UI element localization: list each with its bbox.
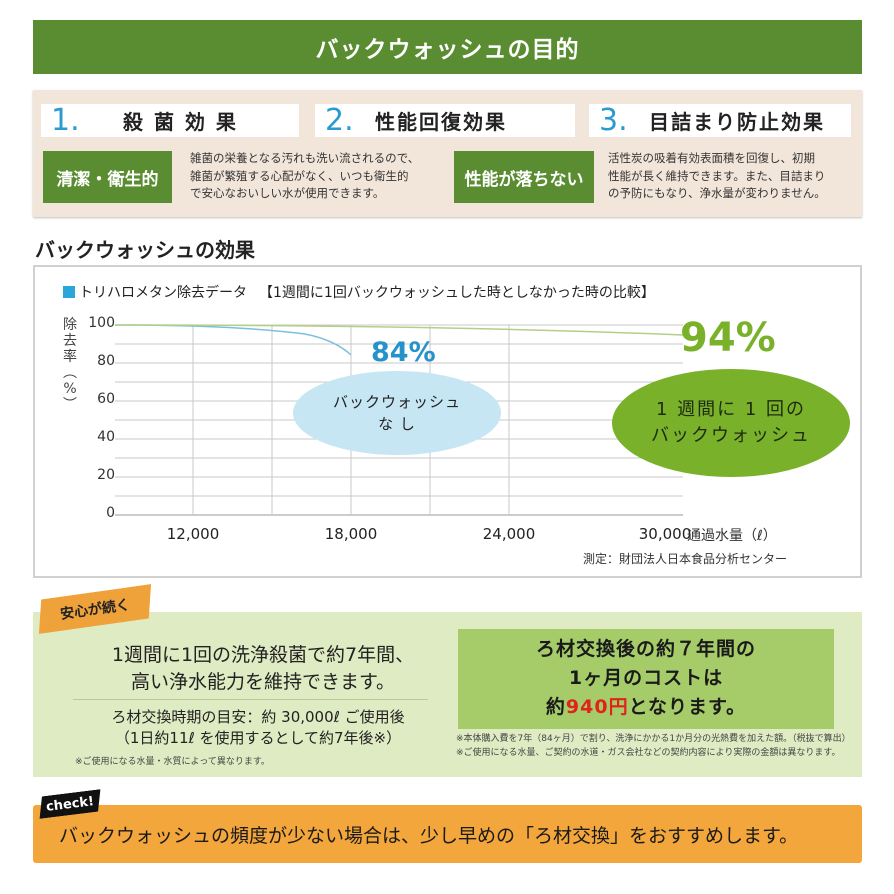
- effect-section-title: バックウォッシュの効果: [35, 238, 255, 262]
- purpose-panel: 1. 殺 菌 効 果 2. 性能回復効果 3. 目詰まり防止効果 清潔・衛生的 …: [33, 90, 862, 217]
- chart-frame: トリハロメタン除去データ 【1週間に1回バックウォッシュした時としなかった時の比…: [33, 265, 862, 578]
- cost-line: ろ材交換後の約７年間の: [535, 638, 756, 660]
- without-backwash-label: バックウォッシュ な し: [293, 371, 501, 455]
- banner-title: バックウォッシュの目的: [315, 37, 580, 63]
- desc-line: 活性炭の吸着有効表面積を回復し、初期: [608, 151, 815, 165]
- oval-line: バックウォッシュ: [651, 425, 811, 446]
- purpose-heading-2: 2. 性能回復効果: [315, 103, 575, 138]
- purpose-description-2: 活性炭の吸着有効表面積を回復し、初期 性能が長く維持できます。また、目詰まり の…: [608, 150, 826, 203]
- oval-line: な し: [378, 415, 416, 433]
- chart-plot: [114, 324, 684, 516]
- purpose-number: 1.: [51, 103, 80, 138]
- y-tick: 60: [97, 391, 115, 407]
- y-tick: 80: [97, 353, 115, 369]
- y-tick: 20: [97, 467, 115, 483]
- purpose-tag-hygiene: 清潔・衛生的: [43, 151, 172, 203]
- ylabel-char: 除: [63, 317, 77, 333]
- series-without-backwash: [114, 324, 352, 356]
- purpose-heading-1: 1. 殺 菌 効 果: [41, 103, 299, 138]
- desc-line: で安心なおいしい水が使用できます。: [190, 186, 385, 200]
- chart-subtitle: 【1週間に1回バックウォッシュした時としなかった時の比較】: [259, 285, 655, 301]
- ylabel-char: ︶: [63, 397, 77, 413]
- purpose-number: 2.: [325, 103, 354, 138]
- ylabel-char: 率: [63, 349, 77, 365]
- purpose-heading-3: 3. 目詰まり防止効果: [589, 103, 851, 138]
- oval-line: 1 週間に 1 回の: [655, 399, 807, 420]
- check-panel: バックウォッシュの頻度が少ない場合は、少し早めの「ろ材交換」をおすすめします。: [33, 805, 862, 863]
- y-tick: 0: [106, 505, 115, 521]
- ylabel-char: ︵: [63, 365, 77, 381]
- caption-square-icon: [63, 286, 75, 298]
- purpose-label: 目詰まり防止効果: [649, 110, 825, 134]
- x-tick: 18,000: [324, 525, 378, 543]
- with-backwash-label: 1 週間に 1 回の バックウォッシュ: [612, 369, 850, 477]
- cost-prefix: 約: [545, 696, 566, 718]
- x-tick: 24,000: [482, 525, 536, 543]
- cost-line: 約940円となります。: [458, 693, 834, 722]
- oval-line: バックウォッシュ: [332, 393, 461, 411]
- usage-note: ※ご使用になる水量・水質によって異なります。: [75, 757, 270, 767]
- desc-line: 雑菌の栄養となる汚れも洗い流されるので、: [190, 151, 420, 165]
- chart-caption: トリハロメタン除去データ 【1週間に1回バックウォッシュした時としなかった時の比…: [63, 282, 655, 302]
- page-banner: バックウォッシュの目的: [33, 20, 862, 74]
- chart-title: トリハロメタン除去データ: [79, 285, 247, 301]
- purpose-description-1: 雑菌の栄養となる汚れも洗い流されるので、 雑菌が繁殖する心配がなく、いつも衛生的…: [190, 150, 419, 203]
- monthly-cost-box: ろ材交換後の約７年間の 1ヶ月のコストは 約940円となります。: [458, 629, 834, 729]
- cost-note: ※ご使用になる水量、ご契約の水道・ガス会社などの契約内容により実際の金額は異なり…: [456, 748, 841, 758]
- purpose-tag-performance: 性能が落ちない: [454, 151, 594, 203]
- purpose-label: 性能回復効果: [375, 110, 507, 134]
- purpose-label: 殺 菌 効 果: [123, 110, 238, 134]
- replacement-guide: ろ材交換時期の目安：約 30,000ℓ ご使用後 （1日約11ℓ を使用するとし…: [63, 707, 453, 749]
- series-with-backwash: [114, 324, 684, 336]
- ylabel-char: 去: [63, 333, 77, 349]
- y-axis-label: 除 去 率 ︵ % ︶: [61, 317, 79, 413]
- x-axis-label: 通過水量（ℓ）: [687, 528, 777, 544]
- cost-suffix: となります。: [628, 696, 747, 718]
- desc-line: 性能が長く維持できます。また、目詰まり: [608, 168, 826, 183]
- y-tick: 100: [88, 315, 115, 331]
- main-line: 1週間に1回の洗浄殺菌で約7年間、: [111, 644, 415, 666]
- peace-of-mind-panel: 1週間に1回の洗浄殺菌で約7年間、 高い浄水能力を維持できます。 ろ材交換時期の…: [33, 612, 862, 777]
- without-backwash-value: 84%: [371, 337, 436, 368]
- chart-source: 測定：財団法人日本食品分析センター: [583, 552, 788, 566]
- peace-main-text: 1週間に1回の洗浄殺菌で約7年間、 高い浄水能力を維持できます。: [73, 642, 453, 696]
- desc-line: の予防にもなり、浄水量が変わりません。: [608, 186, 826, 200]
- cost-amount: 940円: [565, 696, 629, 718]
- main-line: 高い浄水能力を維持できます。: [130, 671, 396, 693]
- check-text: バックウォッシュの頻度が少ない場合は、少し早めの「ろ材交換」をおすすめします。: [59, 825, 799, 847]
- x-tick: 30,000: [638, 525, 692, 543]
- cost-line: 1ヶ月のコストは: [568, 667, 724, 689]
- sub-line: ろ材交換時期の目安：約 30,000ℓ ご使用後: [111, 708, 405, 726]
- divider: [73, 699, 428, 700]
- x-tick: 12,000: [166, 525, 220, 543]
- cost-note: ※本体購入費を7年（84ヶ月）で割り、洗浄にかかる1か月分の光熱費を加えた額。（…: [456, 734, 851, 744]
- cost-notes: ※本体購入費を7年（84ヶ月）で割り、洗浄にかかる1か月分の光熱費を加えた額。（…: [456, 732, 851, 760]
- desc-line: 雑菌が繁殖する心配がなく、いつも衛生的: [190, 168, 409, 183]
- purpose-number: 3.: [599, 103, 628, 138]
- with-backwash-value: 94%: [680, 315, 776, 361]
- y-tick: 40: [97, 429, 115, 445]
- sub-line: （1日約11ℓ を使用するとして約7年後※）: [114, 729, 402, 747]
- ylabel-char: %: [63, 381, 77, 397]
